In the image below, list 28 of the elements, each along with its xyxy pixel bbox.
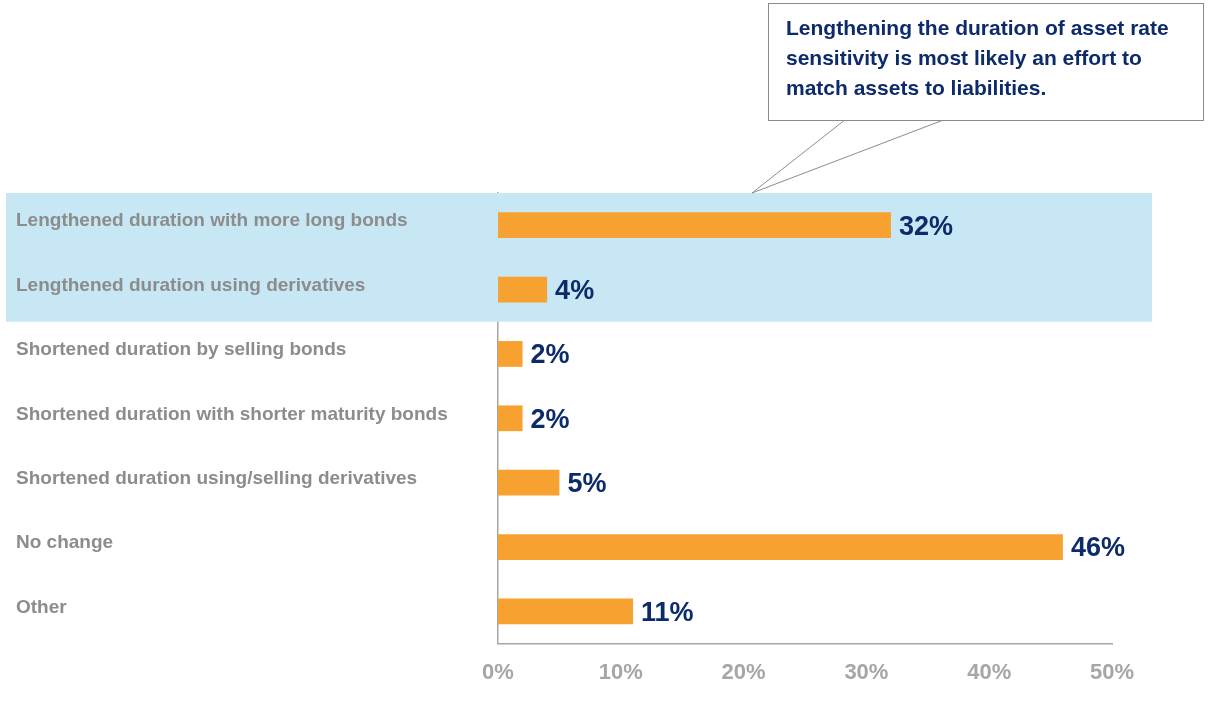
bar (498, 276, 548, 303)
y-tick-label: Shortened duration by selling bonds (16, 338, 347, 360)
y-tick-label: Lengthened duration using derivatives (16, 273, 366, 295)
data-label: 2% (530, 339, 570, 370)
bar (498, 212, 891, 239)
data-label: 4% (555, 275, 595, 306)
data-label: 32% (898, 210, 954, 241)
bar (498, 534, 1063, 560)
x-tick-label: 20% (721, 658, 766, 684)
x-tick-label: 30% (844, 658, 889, 684)
data-label: 5% (567, 468, 607, 499)
y-tick-label: Lengthened duration with more long bonds (16, 209, 408, 231)
x-tick-label: 50% (1089, 658, 1135, 684)
data-label: 11% (641, 596, 694, 627)
y-tick-label: No change (16, 531, 114, 553)
x-tick-label: 10% (598, 658, 643, 684)
data-label: 2% (530, 403, 570, 434)
bar (498, 598, 634, 625)
y-tick-label: Shortened duration using/selling derivatives (16, 466, 418, 488)
x-tick-label: 40% (967, 658, 1012, 684)
y-tick-label: Shortened duration with shorter maturity bonds (16, 402, 448, 424)
y-tick-label: Other (16, 595, 68, 617)
bar (498, 341, 523, 367)
x-tick-label: 0% (482, 658, 514, 684)
bar (498, 405, 523, 432)
bar (498, 469, 560, 496)
data-label: 46% (1070, 532, 1125, 563)
text: Lengthening the duration of asset rate sensitivity is most likely an effort to match assets to liabilities. (768, 3, 1204, 121)
